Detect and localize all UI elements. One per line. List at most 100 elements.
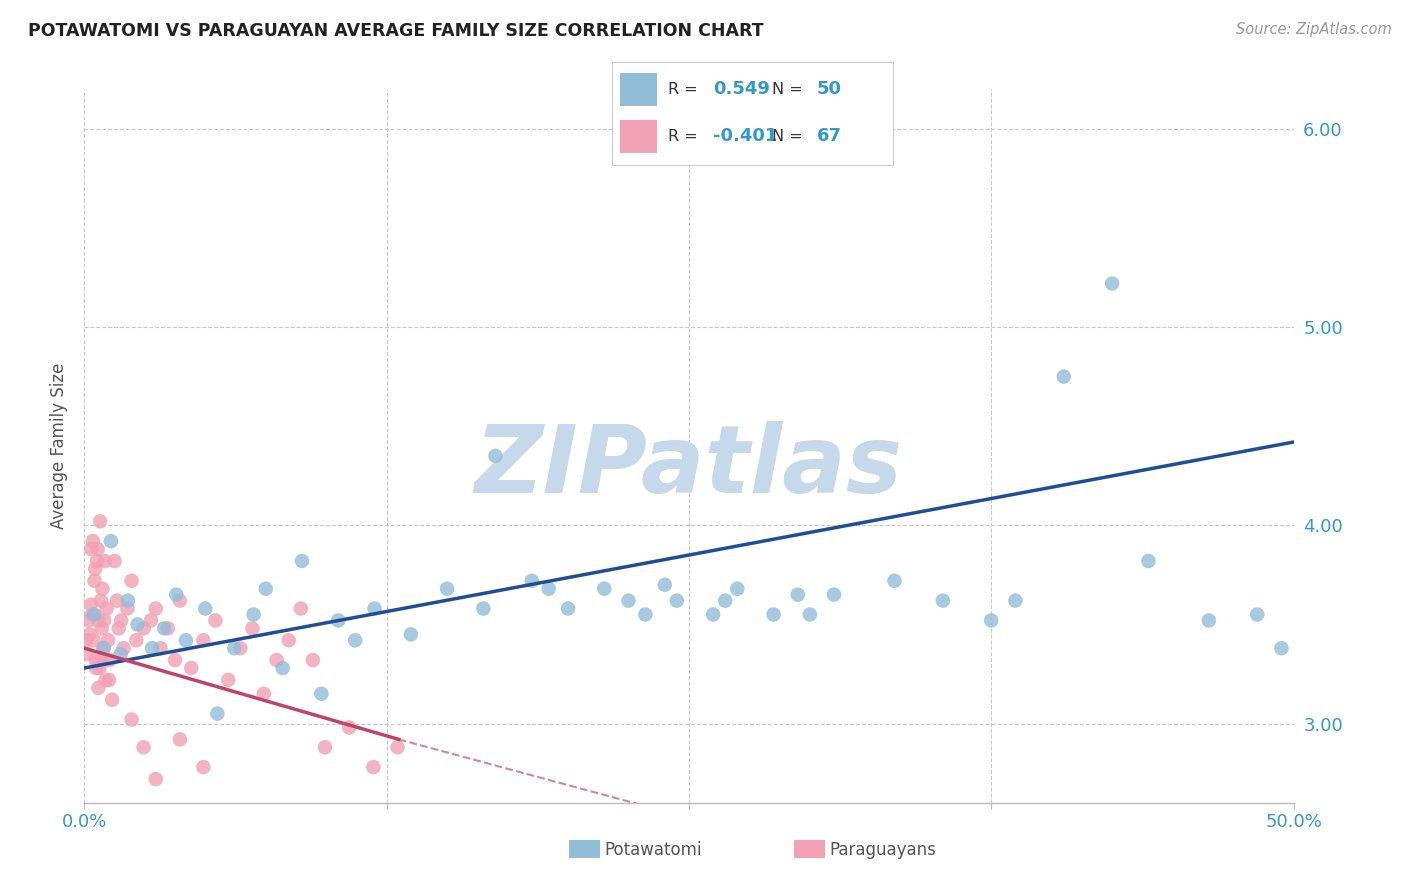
Point bbox=[537, 582, 560, 596]
Point bbox=[786, 588, 808, 602]
Point bbox=[107, 621, 129, 635]
Text: ZIPatlas: ZIPatlas bbox=[475, 421, 903, 514]
Point bbox=[1004, 593, 1026, 607]
Point bbox=[363, 601, 385, 615]
Point bbox=[100, 534, 122, 549]
Point bbox=[1101, 277, 1123, 291]
Point bbox=[84, 653, 107, 667]
Point bbox=[104, 554, 127, 568]
Point bbox=[1053, 369, 1076, 384]
Point bbox=[1270, 641, 1292, 656]
Point bbox=[127, 617, 149, 632]
Text: Source: ZipAtlas.com: Source: ZipAtlas.com bbox=[1236, 22, 1392, 37]
Text: R =: R = bbox=[668, 128, 703, 144]
Point bbox=[132, 621, 155, 635]
Text: 50: 50 bbox=[817, 80, 842, 98]
Point bbox=[76, 647, 98, 661]
Point bbox=[823, 588, 845, 602]
Point bbox=[112, 641, 135, 656]
Point bbox=[86, 542, 108, 557]
Point bbox=[702, 607, 724, 622]
Point bbox=[145, 772, 167, 786]
Point bbox=[98, 673, 121, 687]
Point bbox=[714, 593, 737, 607]
Text: 0.549: 0.549 bbox=[713, 80, 769, 98]
Point bbox=[89, 661, 111, 675]
Point bbox=[174, 633, 197, 648]
Point bbox=[110, 647, 132, 661]
Point bbox=[156, 621, 179, 635]
Point bbox=[165, 653, 187, 667]
Point bbox=[91, 641, 114, 656]
Point bbox=[472, 601, 495, 615]
Point bbox=[165, 588, 187, 602]
Point bbox=[96, 601, 118, 615]
Point bbox=[101, 692, 124, 706]
Point bbox=[1198, 614, 1220, 628]
Point bbox=[654, 578, 676, 592]
Point bbox=[883, 574, 905, 588]
Point bbox=[665, 593, 688, 607]
Point bbox=[399, 627, 422, 641]
Text: N =: N = bbox=[772, 128, 808, 144]
Point bbox=[93, 614, 115, 628]
Point bbox=[87, 614, 110, 628]
Point bbox=[593, 582, 616, 596]
Point bbox=[387, 740, 409, 755]
FancyBboxPatch shape bbox=[620, 73, 657, 105]
Point bbox=[436, 582, 458, 596]
Text: Potawatomi: Potawatomi bbox=[605, 841, 702, 859]
Point bbox=[145, 601, 167, 615]
Point bbox=[83, 607, 105, 622]
Point bbox=[94, 673, 117, 687]
Point bbox=[82, 607, 104, 622]
Point bbox=[91, 582, 114, 596]
Point bbox=[266, 653, 288, 667]
Point bbox=[84, 562, 107, 576]
Text: N =: N = bbox=[772, 81, 808, 96]
Point bbox=[105, 593, 128, 607]
Point bbox=[271, 661, 294, 675]
Point bbox=[90, 593, 112, 607]
Text: R =: R = bbox=[668, 81, 703, 96]
Point bbox=[79, 627, 101, 641]
Point bbox=[90, 621, 112, 635]
Point bbox=[291, 554, 314, 568]
Point bbox=[193, 760, 215, 774]
Point bbox=[980, 614, 1002, 628]
Point bbox=[98, 653, 121, 667]
Point bbox=[139, 614, 162, 628]
Point bbox=[634, 607, 657, 622]
Point bbox=[344, 633, 367, 648]
Point bbox=[94, 554, 117, 568]
Point bbox=[314, 740, 336, 755]
Point bbox=[207, 706, 229, 721]
Point bbox=[725, 582, 748, 596]
Point bbox=[193, 633, 215, 648]
Point bbox=[169, 732, 191, 747]
Text: 67: 67 bbox=[817, 128, 842, 145]
Text: Paraguayans: Paraguayans bbox=[830, 841, 936, 859]
Point bbox=[204, 614, 226, 628]
Point bbox=[82, 534, 104, 549]
Point bbox=[302, 653, 325, 667]
Point bbox=[337, 721, 360, 735]
Point bbox=[932, 593, 955, 607]
Point bbox=[97, 633, 120, 648]
Point bbox=[83, 574, 105, 588]
Point bbox=[290, 601, 312, 615]
Point bbox=[520, 574, 543, 588]
Text: -0.401: -0.401 bbox=[713, 128, 778, 145]
Point bbox=[799, 607, 821, 622]
Point bbox=[84, 661, 107, 675]
Point bbox=[1137, 554, 1160, 568]
Point bbox=[117, 593, 139, 607]
Point bbox=[224, 641, 246, 656]
Point bbox=[242, 607, 264, 622]
Point bbox=[328, 614, 350, 628]
Point bbox=[93, 641, 115, 656]
Point bbox=[242, 621, 264, 635]
Point bbox=[254, 582, 277, 596]
Point bbox=[90, 653, 112, 667]
Point bbox=[762, 607, 785, 622]
